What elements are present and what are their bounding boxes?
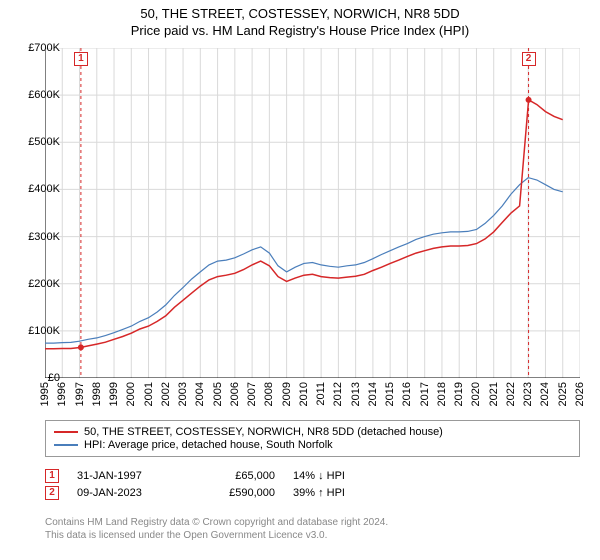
legend-label: HPI: Average price, detached house, Sout… xyxy=(84,439,333,451)
x-tick-label: 2026 xyxy=(574,382,586,406)
footnote: Contains HM Land Registry data © Crown c… xyxy=(45,516,388,542)
x-tick-label: 2010 xyxy=(298,382,310,406)
marker-label: 1 xyxy=(74,52,88,66)
legend-row: HPI: Average price, detached house, Sout… xyxy=(54,439,571,451)
x-tick-label: 2005 xyxy=(212,382,224,406)
sales-row: 2 09-JAN-2023 £590,000 39% ↑ HPI xyxy=(45,486,580,500)
x-tick-label: 1999 xyxy=(108,382,120,406)
marker-label: 2 xyxy=(522,52,536,66)
legend-swatch xyxy=(54,431,78,433)
sales-date: 31-JAN-1997 xyxy=(77,470,187,482)
sales-price: £590,000 xyxy=(205,487,275,499)
y-tick-label: £200K xyxy=(18,278,60,290)
x-tick-label: 2009 xyxy=(281,382,293,406)
legend-row: 50, THE STREET, COSTESSEY, NORWICH, NR8 … xyxy=(54,426,571,438)
sales-date: 09-JAN-2023 xyxy=(77,487,187,499)
x-tick-label: 2006 xyxy=(229,382,241,406)
x-tick-label: 2008 xyxy=(263,382,275,406)
sales-marker: 2 xyxy=(45,486,59,500)
title-main: 50, THE STREET, COSTESSEY, NORWICH, NR8 … xyxy=(0,6,600,21)
x-tick-label: 2020 xyxy=(470,382,482,406)
x-tick-label: 2017 xyxy=(419,382,431,406)
x-tick-label: 1995 xyxy=(39,382,51,406)
x-tick-label: 2023 xyxy=(522,382,534,406)
y-tick-label: £300K xyxy=(18,231,60,243)
x-tick-label: 1997 xyxy=(74,382,86,406)
legend: 50, THE STREET, COSTESSEY, NORWICH, NR8 … xyxy=(45,420,580,457)
sales-diff: 14% ↓ HPI xyxy=(293,470,383,482)
sales-diff: 39% ↑ HPI xyxy=(293,487,383,499)
y-tick-label: £600K xyxy=(18,89,60,101)
x-tick-label: 2016 xyxy=(401,382,413,406)
x-tick-label: 2015 xyxy=(384,382,396,406)
title-sub: Price paid vs. HM Land Registry's House … xyxy=(0,23,600,38)
y-tick-label: £500K xyxy=(18,136,60,148)
x-tick-label: 2022 xyxy=(505,382,517,406)
y-tick-label: £700K xyxy=(18,42,60,54)
x-tick-label: 2024 xyxy=(539,382,551,406)
x-tick-label: 1996 xyxy=(56,382,68,406)
footnote-line1: Contains HM Land Registry data © Crown c… xyxy=(45,516,388,529)
x-tick-label: 2025 xyxy=(557,382,569,406)
sales-marker: 1 xyxy=(45,469,59,483)
chart-plot-area xyxy=(45,48,580,378)
x-tick-label: 2018 xyxy=(436,382,448,406)
sales-table: 1 31-JAN-1997 £65,000 14% ↓ HPI 2 09-JAN-2023… xyxy=(45,466,580,503)
x-tick-label: 2000 xyxy=(125,382,137,406)
x-tick-label: 2004 xyxy=(194,382,206,406)
y-tick-label: £100K xyxy=(18,325,60,337)
title-block: 50, THE STREET, COSTESSEY, NORWICH, NR8 … xyxy=(0,0,600,38)
x-tick-label: 2021 xyxy=(488,382,500,406)
x-tick-label: 2014 xyxy=(367,382,379,406)
x-tick-label: 2019 xyxy=(453,382,465,406)
x-tick-label: 2002 xyxy=(160,382,172,406)
chart-svg xyxy=(45,48,580,378)
x-tick-label: 2007 xyxy=(246,382,258,406)
x-tick-label: 2003 xyxy=(177,382,189,406)
sales-price: £65,000 xyxy=(205,470,275,482)
chart-container: 50, THE STREET, COSTESSEY, NORWICH, NR8 … xyxy=(0,0,600,560)
x-tick-label: 2001 xyxy=(143,382,155,406)
legend-swatch xyxy=(54,444,78,446)
x-tick-label: 1998 xyxy=(91,382,103,406)
x-tick-label: 2011 xyxy=(315,382,327,406)
x-tick-label: 2013 xyxy=(350,382,362,406)
legend-label: 50, THE STREET, COSTESSEY, NORWICH, NR8 … xyxy=(84,426,443,438)
y-tick-label: £400K xyxy=(18,183,60,195)
x-tick-label: 2012 xyxy=(332,382,344,406)
sales-row: 1 31-JAN-1997 £65,000 14% ↓ HPI xyxy=(45,469,580,483)
footnote-line2: This data is licensed under the Open Gov… xyxy=(45,529,388,542)
